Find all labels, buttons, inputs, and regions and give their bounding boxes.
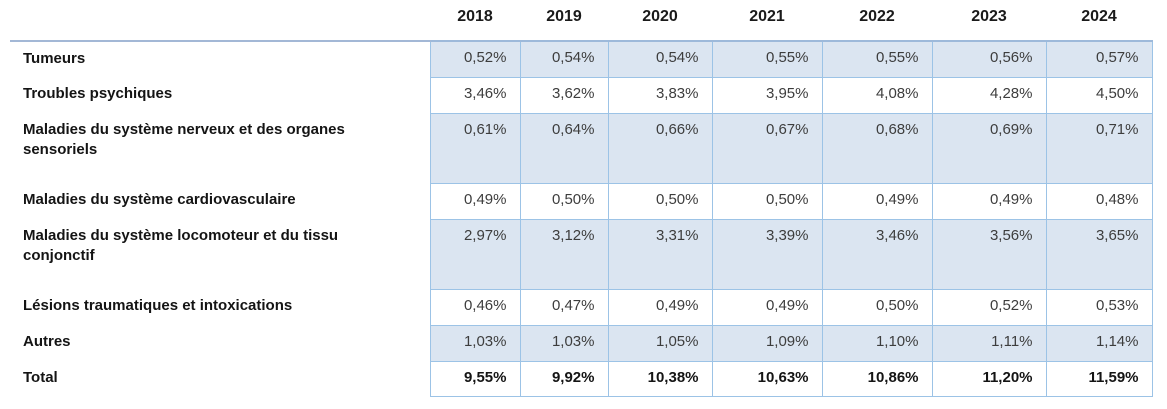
value-cell: 0,53% — [1045, 288, 1153, 326]
row-label: Maladies du système cardiovasculaire — [10, 183, 430, 219]
value-cell: 3,62% — [519, 76, 609, 114]
value-cell: 4,50% — [1045, 76, 1153, 114]
row-label: Lésions traumatiques et intoxications — [10, 289, 430, 325]
value-cell: 9,55% — [429, 360, 521, 397]
value-cell: 11,59% — [1045, 360, 1153, 397]
value-cell: 0,69% — [931, 112, 1047, 184]
value-cell: 10,38% — [607, 360, 713, 397]
value-cell: 0,54% — [519, 40, 609, 78]
value-cell: 1,10% — [821, 324, 933, 362]
row-label-text: Maladies du système nerveux et des organ… — [23, 121, 345, 159]
value-cell: 0,46% — [429, 288, 521, 326]
value-cell: 0,68% — [821, 112, 933, 184]
value-cell: 0,55% — [711, 40, 823, 78]
row-label: Tumeurs — [10, 41, 430, 77]
value-cell: 0,49% — [821, 182, 933, 220]
value-cell: 0,50% — [607, 182, 713, 220]
value-cell: 3,65% — [1045, 218, 1153, 290]
row-label-text: Total — [23, 369, 58, 386]
table-row: Tumeurs 0,52% 0,54% 0,54% 0,55% 0,55% 0,56% 0,5… — [10, 40, 1153, 78]
value-cell: 3,83% — [607, 76, 713, 114]
value-cell: 4,08% — [821, 76, 933, 114]
incapacity-rate-table: 2018 2019 2020 2021 2022 2023 2024 Tumeurs 0,52… — [10, 0, 1153, 397]
value-cell: 3,56% — [931, 218, 1047, 290]
row-label-text: Tumeurs — [23, 50, 86, 67]
value-cell: 0,71% — [1045, 112, 1153, 184]
value-cell: 0,49% — [429, 182, 521, 220]
value-cell: 0,67% — [711, 112, 823, 184]
value-cell: 1,14% — [1045, 324, 1153, 362]
row-label-text: Lésions traumatiques et intoxications — [23, 297, 293, 314]
value-cell: 0,49% — [711, 288, 823, 326]
value-cell: 0,56% — [931, 40, 1047, 78]
value-cell: 0,55% — [821, 40, 933, 78]
value-cell: 0,64% — [519, 112, 609, 184]
year-header: 2024 — [1046, 0, 1152, 42]
value-cell: 1,03% — [519, 324, 609, 362]
table-body: Tumeurs 0,52% 0,54% 0,54% 0,55% 0,55% 0,56% 0,5… — [10, 40, 1153, 397]
value-cell: 0,50% — [711, 182, 823, 220]
row-label: Maladies du système locomoteur et du tis… — [10, 219, 430, 289]
table-row: Autres 1,03% 1,03% 1,05% 1,09% 1,10% 1,11% 1,14… — [10, 324, 1153, 362]
value-cell: 0,50% — [519, 182, 609, 220]
table-header: 2018 2019 2020 2021 2022 2023 2024 — [10, 0, 1152, 42]
value-cell: 3,95% — [711, 76, 823, 114]
value-cell: 10,86% — [821, 360, 933, 397]
header-row: 2018 2019 2020 2021 2022 2023 2024 — [10, 0, 1152, 42]
table-row: Maladies du système nerveux et des organ… — [10, 112, 1153, 184]
value-cell: 0,61% — [429, 112, 521, 184]
value-cell: 0,50% — [821, 288, 933, 326]
value-cell: 1,11% — [931, 324, 1047, 362]
value-cell: 1,09% — [711, 324, 823, 362]
year-header: 2018 — [430, 0, 520, 42]
value-cell: 0,49% — [607, 288, 713, 326]
table-row: Maladies du système cardiovasculaire 0,49… — [10, 182, 1153, 220]
value-cell: 3,12% — [519, 218, 609, 290]
table-row: Maladies du système locomoteur et du tis… — [10, 218, 1153, 290]
value-cell: 0,52% — [429, 40, 521, 78]
value-cell: 10,63% — [711, 360, 823, 397]
row-label-text: Maladies du système locomoteur et du tis… — [23, 227, 339, 265]
row-label: Maladies du système nerveux et des organ… — [10, 113, 430, 183]
row-label-text: Troubles psychiques — [23, 85, 173, 102]
row-label-text: Autres — [23, 333, 71, 350]
row-label: Autres — [10, 325, 430, 361]
value-cell: 0,47% — [519, 288, 609, 326]
year-header: 2020 — [608, 0, 712, 42]
value-cell: 3,31% — [607, 218, 713, 290]
row-label: Troubles psychiques — [10, 77, 430, 113]
value-cell: 3,46% — [429, 76, 521, 114]
value-cell: 1,05% — [607, 324, 713, 362]
table-row: Total 9,55% 9,92% 10,38% 10,63% 10,86% 11,20% 1… — [10, 360, 1153, 397]
value-cell: 4,28% — [931, 76, 1047, 114]
year-header: 2023 — [932, 0, 1046, 42]
value-cell: 0,54% — [607, 40, 713, 78]
value-cell: 0,48% — [1045, 182, 1153, 220]
year-header: 2019 — [520, 0, 608, 42]
table-row: Lésions traumatiques et intoxications 0,4… — [10, 288, 1153, 326]
value-cell: 0,57% — [1045, 40, 1153, 78]
value-cell: 9,92% — [519, 360, 609, 397]
corner-cell — [10, 0, 430, 42]
value-cell: 1,03% — [429, 324, 521, 362]
row-label: Total — [10, 361, 430, 396]
value-cell: 11,20% — [931, 360, 1047, 397]
year-header: 2021 — [712, 0, 822, 42]
value-cell: 0,49% — [931, 182, 1047, 220]
year-header: 2022 — [822, 0, 932, 42]
value-cell: 3,46% — [821, 218, 933, 290]
value-cell: 0,66% — [607, 112, 713, 184]
value-cell: 0,52% — [931, 288, 1047, 326]
value-cell: 2,97% — [429, 218, 521, 290]
table-row: Troubles psychiques 3,46% 3,62% 3,83% 3,95% 4… — [10, 76, 1153, 114]
row-label-text: Maladies du système cardiovasculaire — [23, 191, 296, 208]
value-cell: 3,39% — [711, 218, 823, 290]
